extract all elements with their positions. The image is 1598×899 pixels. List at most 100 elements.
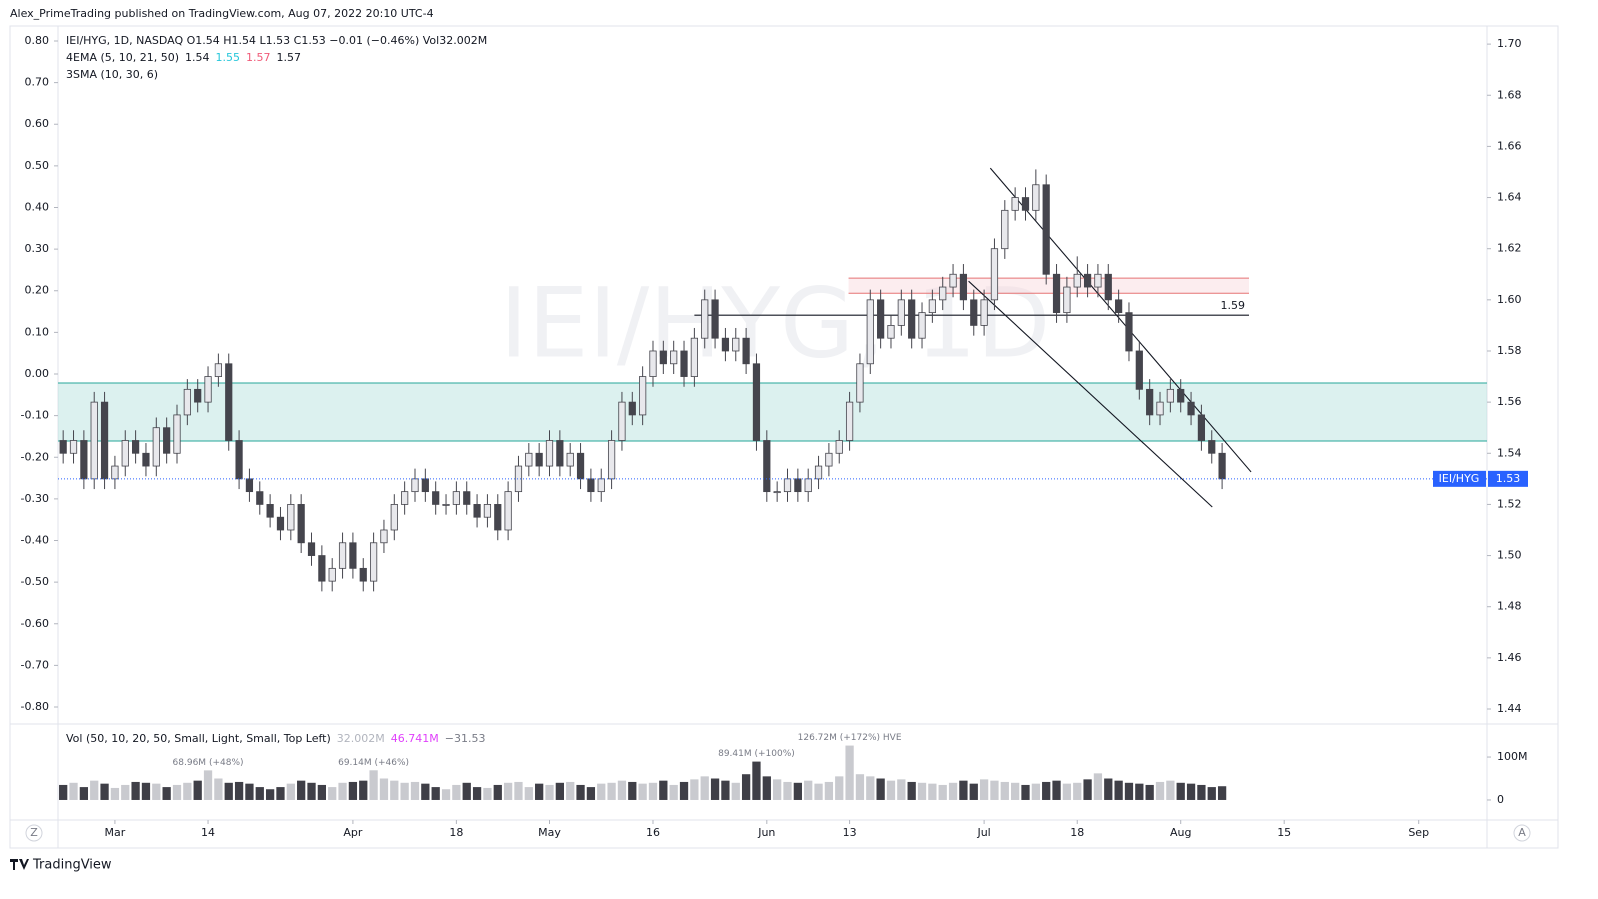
y-tick-label: 1.62 [1497, 242, 1522, 255]
volume-bar [669, 784, 678, 800]
candle-body [411, 478, 419, 493]
candle-body [939, 286, 947, 301]
y2-tick-label: -0.40 [21, 534, 49, 547]
volume-bar [462, 782, 471, 800]
volume-bar [172, 784, 182, 800]
candle-body [773, 491, 781, 494]
candle-body [163, 427, 171, 454]
y2-tick-label: -0.70 [21, 658, 49, 671]
y-tick-label: 1.60 [1497, 293, 1522, 306]
auto-button-label[interactable]: A [1518, 826, 1526, 839]
legend-ema-value: 1.55 [216, 51, 241, 64]
volume-label: 89.41M (+100%) [718, 749, 795, 759]
volume-bar [90, 780, 99, 800]
y-tick-label: 1.66 [1497, 139, 1522, 152]
volume-bar [1186, 783, 1196, 800]
candle-body [183, 388, 191, 416]
auto-button[interactable] [1513, 824, 1531, 842]
candle-body [69, 440, 78, 454]
zone [848, 278, 1250, 294]
price-tag-label: 1.53 [1496, 472, 1521, 485]
candle-body [214, 363, 222, 377]
candle-body [918, 312, 926, 339]
candle-body [463, 491, 471, 505]
y2-tick-label: -0.50 [21, 575, 49, 588]
volume-bar [628, 781, 637, 800]
volume-bar [524, 787, 533, 800]
volume-bar [897, 779, 906, 800]
candle-body [121, 440, 129, 467]
volume-bar [441, 789, 451, 800]
symbol-tag [1433, 470, 1486, 487]
volume-bar [845, 745, 854, 800]
candle-body [111, 465, 119, 480]
volume-bar [762, 776, 771, 800]
candle-body [732, 337, 740, 352]
candle-body [1187, 401, 1195, 416]
legend-sma: 3SMA (10, 30, 6) [66, 68, 158, 81]
trend-line [989, 167, 1252, 473]
volume-bar [1083, 779, 1092, 800]
volume-bar [162, 787, 171, 800]
candle-body [783, 478, 792, 493]
volume-bar [773, 779, 782, 800]
candle-body [535, 452, 543, 467]
volume-bar [948, 782, 958, 800]
zoom-button-label[interactable]: Z [30, 826, 38, 839]
x-tick-label: Jun [757, 826, 775, 839]
volume-bar [555, 782, 564, 800]
candle-body [814, 465, 823, 480]
legend-ema-value: 1.57 [246, 51, 271, 64]
volume-bar [1031, 783, 1040, 800]
volume-bar [359, 780, 368, 800]
volume-bar [328, 787, 337, 800]
candle-body [1156, 401, 1164, 416]
volume-bar [286, 783, 295, 800]
y2-tick-label: -0.20 [21, 450, 49, 463]
candle-body [204, 376, 212, 403]
volume-bar [648, 782, 658, 800]
volume-bar [203, 770, 213, 800]
volume-bar [535, 783, 544, 800]
zoom-button[interactable] [25, 824, 43, 842]
volume-bar [886, 780, 896, 800]
y2-tick-label: 0.80 [25, 34, 50, 47]
volume-bar [679, 781, 689, 800]
candle-body [680, 350, 688, 377]
candle-body [1021, 197, 1030, 211]
volume-bar [804, 780, 813, 800]
volume-bar [938, 784, 947, 800]
candle-body [525, 452, 533, 467]
legend-ema-name: 4EMA (5, 10, 21, 50) [66, 51, 179, 64]
volume-bar [617, 780, 627, 800]
x-tick-label: Aug [1170, 826, 1191, 839]
volume-bar [1011, 782, 1020, 800]
candle-body [587, 478, 595, 493]
horizontal-line-label: 1.59 [1221, 299, 1246, 312]
volume-bar [917, 782, 927, 800]
candle-body [1115, 299, 1123, 314]
candle-body [959, 273, 968, 301]
volume-bar [1124, 782, 1134, 800]
candle-body [473, 504, 481, 518]
volume-bar [131, 781, 140, 800]
volume-bar [990, 780, 999, 800]
volume-bar [369, 770, 378, 800]
candle-body [752, 363, 761, 441]
candle-body [1011, 197, 1019, 211]
y2-tick-label: -0.10 [21, 409, 49, 422]
volume-bar [100, 783, 109, 800]
candle-body [949, 273, 957, 288]
candle-body [877, 299, 885, 339]
logo [10, 859, 29, 870]
volume-bar [1135, 783, 1144, 800]
volume-bar [79, 787, 89, 800]
y2-tick-label: 0.20 [25, 284, 50, 297]
candle-body [690, 337, 698, 377]
y2-tick-label: 0.50 [25, 159, 50, 172]
header: Alex_PrimeTrading published on TradingVi… [10, 7, 434, 20]
y-tick-label: 1.52 [1497, 497, 1522, 510]
volume-label: 126.72M (+172%) HVE [798, 733, 902, 743]
volume-bar [1114, 780, 1123, 800]
